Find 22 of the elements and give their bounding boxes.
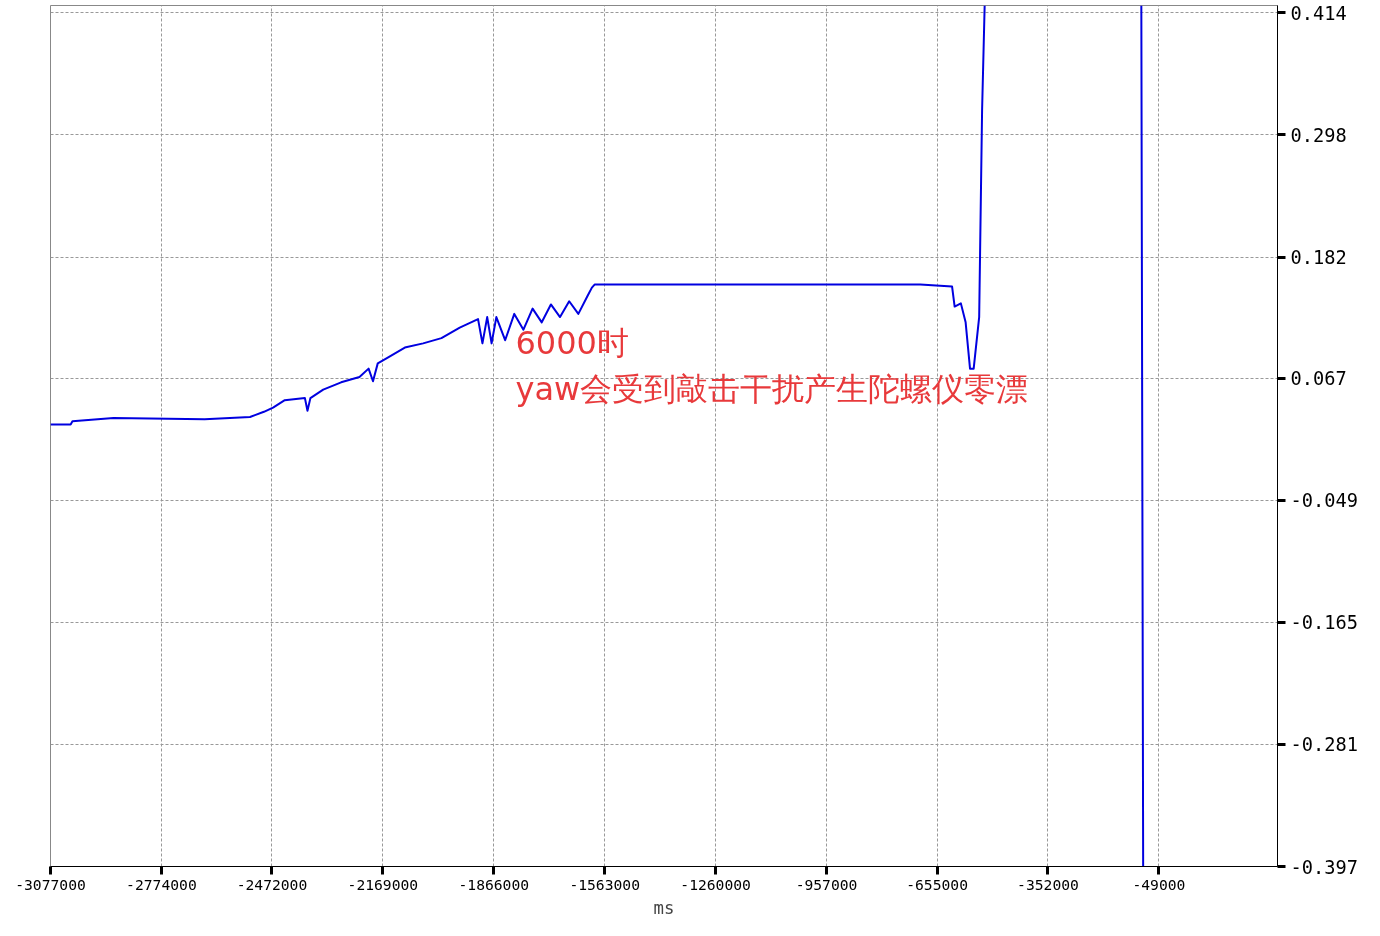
x-tick-label: -1260000 (680, 875, 751, 893)
x-tick-label: -2169000 (347, 875, 419, 893)
y-tick-label: -0.281 (1290, 734, 1358, 756)
y-tick-label: -0.397 (1290, 856, 1358, 878)
y-tick-label: 0.067 (1290, 368, 1347, 390)
x-tick-label: -49000 (1132, 875, 1186, 893)
x-tick-label: -957000 (795, 875, 858, 893)
y-tick-label: -0.165 (1290, 612, 1358, 634)
x-tick-label: -3077000 (15, 875, 86, 893)
y-tick-label: 0.298 (1290, 124, 1347, 146)
x-tick-label: -2774000 (126, 875, 197, 893)
x-tick-label: -2472000 (236, 875, 308, 893)
y-tick-label: -0.049 (1290, 490, 1358, 512)
x-tick-label: -1866000 (458, 875, 530, 893)
annotation: yaw会受到敲击干扰产生陀螺仪零漂 (515, 369, 1029, 408)
x-tick-label: -352000 (1017, 875, 1079, 893)
x-tick-label: -655000 (906, 875, 968, 893)
annotation: 6000时 (515, 323, 629, 362)
x-tick-label: -1563000 (569, 875, 640, 893)
y-tick-label: 0.182 (1290, 247, 1347, 269)
x-axis-title: ms (653, 897, 675, 918)
y-tick-label: 0.414 (1290, 2, 1347, 24)
